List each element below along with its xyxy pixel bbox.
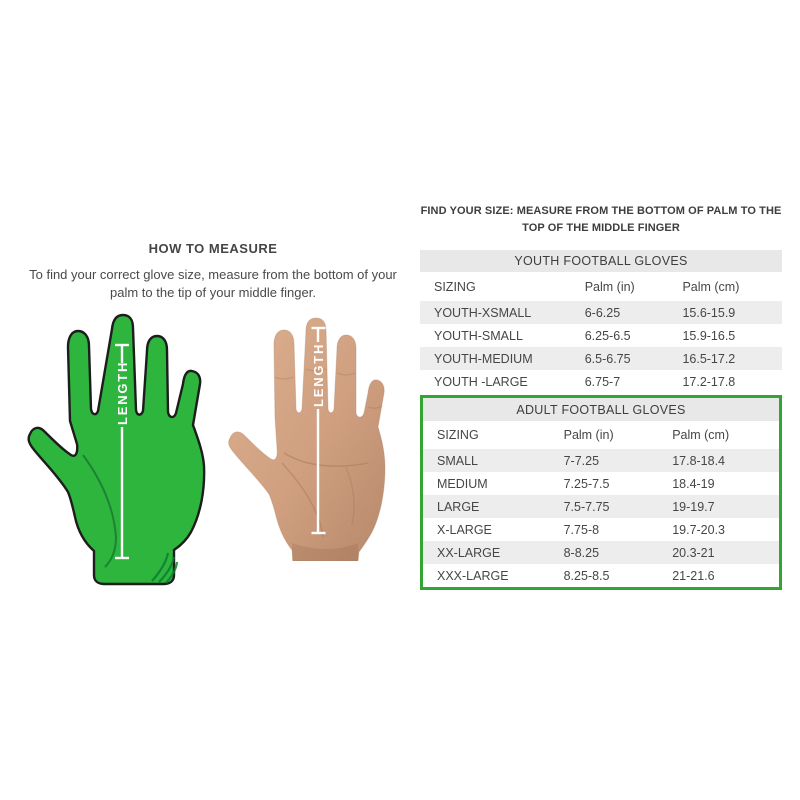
youth-table-header: SIZING Palm (in) Palm (cm): [420, 272, 782, 301]
palm-in-cell: 6.5-6.75: [584, 351, 631, 366]
palm-cm-cell: 19.7-20.3: [672, 522, 726, 537]
size-cell: YOUTH-SMALL: [434, 328, 523, 343]
table-row: X-LARGE 7.75-8 19.7-20.3: [423, 518, 779, 541]
adult-size-table: ADULT FOOTBALL GLOVES SIZING Palm (in) Pal…: [423, 398, 779, 587]
hand-shape: [228, 317, 386, 561]
column-header: Palm (cm): [682, 279, 740, 294]
size-cell: XX-LARGE: [437, 545, 501, 560]
glove-illustration: LENGTH: [27, 313, 206, 586]
adult-table-highlight-box: ADULT FOOTBALL GLOVES SIZING Palm (in) Pal…: [420, 395, 782, 590]
size-cell: YOUTH-XSMALL: [434, 305, 532, 320]
hand-creases: [274, 368, 383, 538]
palm-cm-cell: 21-21.6: [672, 568, 715, 583]
table-row: YOUTH-MEDIUM 6.5-6.75 16.5-17.2: [420, 347, 782, 370]
size-cell: LARGE: [437, 499, 480, 514]
table-row: YOUTH -LARGE 6.75-7 17.2-17.8: [420, 370, 782, 393]
how-to-measure-section: HOW TO MEASURE To find your correct glov…: [15, 241, 411, 303]
palm-cm-cell: 15.9-16.5: [682, 328, 736, 343]
table-row: YOUTH-SMALL 6.25-6.5 15.9-16.5: [420, 324, 782, 347]
column-header: SIZING: [437, 428, 479, 442]
glove-palm-crease: [82, 454, 118, 568]
find-your-size-heading: FIND YOUR SIZE: MEASURE FROM THE BOTTOM …: [420, 205, 782, 234]
size-cell: XXX-LARGE: [437, 568, 509, 583]
glove-length-label: LENGTH: [115, 361, 130, 425]
table-row: YOUTH-XSMALL 6-6.25 15.6-15.9: [420, 301, 782, 324]
palm-cm-cell: 17.2-17.8: [682, 374, 736, 389]
how-to-measure-description: To find your correct glove size, measure…: [29, 267, 397, 301]
size-cell: SMALL: [437, 453, 478, 468]
palm-cm-cell: 18.4-19: [672, 476, 715, 491]
palm-in-cell: 7.5-7.75: [563, 499, 610, 514]
hand-measure-line: [311, 326, 326, 535]
column-header: SIZING: [434, 279, 476, 294]
column-header: Palm (in): [563, 428, 614, 442]
glove-cuff-stripes: [151, 552, 179, 584]
size-cell: MEDIUM: [437, 476, 488, 491]
palm-in-cell: 7-7.25: [563, 453, 600, 468]
palm-cm-cell: 16.5-17.2: [682, 351, 736, 366]
column-header: Palm (in): [584, 279, 635, 294]
wrist-shading: [292, 543, 358, 561]
palm-in-cell: 6-6.25: [584, 305, 621, 320]
find-your-size-section: FIND YOUR SIZE: MEASURE FROM THE BOTTOM …: [420, 203, 782, 590]
palm-in-cell: 8-8.25: [563, 545, 600, 560]
hand-length-label: LENGTH: [311, 343, 326, 407]
table-row: LARGE 7.5-7.75 19-19.7: [423, 495, 779, 518]
adult-table-header: SIZING Palm (in) Palm (cm): [423, 421, 779, 449]
youth-size-table: YOUTH FOOTBALL GLOVES SIZING Palm (in) Pal…: [420, 250, 782, 393]
palm-cm-cell: 17.8-18.4: [672, 453, 726, 468]
table-row: XX-LARGE 8-8.25 20.3-21: [423, 541, 779, 564]
how-to-measure-heading: HOW TO MEASURE: [148, 241, 278, 256]
size-cell: YOUTH-MEDIUM: [434, 351, 533, 366]
palm-cm-cell: 15.6-15.9: [682, 305, 736, 320]
palm-in-cell: 8.25-8.5: [563, 568, 610, 583]
table-row: SMALL 7-7.25 17.8-18.4: [423, 449, 779, 472]
adult-table-body: SMALL 7-7.25 17.8-18.4 MEDIUM 7.25-7.5 18.4-1…: [423, 449, 779, 587]
hand-photo: LENGTH: [228, 317, 386, 561]
palm-in-cell: 6.25-6.5: [584, 328, 631, 343]
column-header: Palm (cm): [672, 428, 730, 442]
palm-in-cell: 7.75-8: [563, 522, 600, 537]
size-cell: X-LARGE: [437, 522, 492, 537]
palm-cm-cell: 19-19.7: [672, 499, 715, 514]
glove-shape: [27, 313, 206, 586]
palm-in-cell: 7.25-7.5: [563, 476, 610, 491]
youth-table-title: YOUTH FOOTBALL GLOVES: [420, 250, 782, 272]
table-row: XXX-LARGE 8.25-8.5 21-21.6: [423, 564, 779, 587]
adult-table-title: ADULT FOOTBALL GLOVES: [423, 398, 779, 421]
table-row: MEDIUM 7.25-7.5 18.4-19: [423, 472, 779, 495]
palm-in-cell: 6.75-7: [584, 374, 621, 389]
youth-table-body: YOUTH-XSMALL 6-6.25 15.6-15.9 YOUTH-SMALL 6.…: [420, 301, 782, 393]
size-cell: YOUTH -LARGE: [434, 374, 528, 389]
glove-measure-line: [115, 343, 129, 560]
palm-cm-cell: 20.3-21: [672, 545, 715, 560]
